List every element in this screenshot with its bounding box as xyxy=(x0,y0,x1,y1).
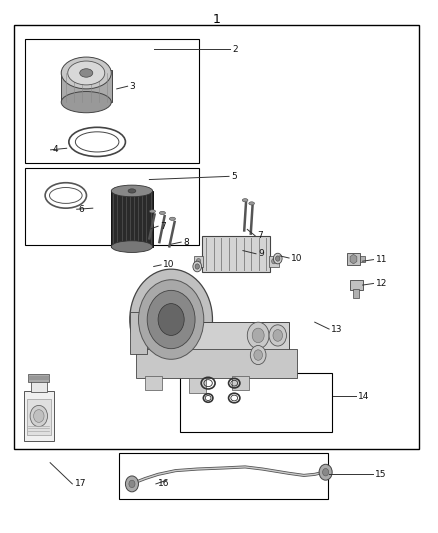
Ellipse shape xyxy=(149,210,155,213)
Text: 10: 10 xyxy=(291,254,303,263)
Circle shape xyxy=(129,480,135,488)
Circle shape xyxy=(269,325,286,346)
Circle shape xyxy=(322,469,328,476)
Text: 14: 14 xyxy=(358,392,370,401)
Circle shape xyxy=(138,280,204,359)
Bar xyxy=(145,376,162,390)
Bar xyxy=(202,236,270,272)
Bar xyxy=(360,256,365,262)
Bar xyxy=(353,289,359,298)
Circle shape xyxy=(130,269,212,370)
Bar xyxy=(14,25,419,449)
Bar xyxy=(188,378,206,393)
Circle shape xyxy=(272,259,276,264)
Circle shape xyxy=(254,350,262,360)
Ellipse shape xyxy=(249,202,254,205)
Circle shape xyxy=(193,261,201,272)
Ellipse shape xyxy=(128,189,136,193)
Bar xyxy=(136,349,297,378)
Text: 13: 13 xyxy=(331,325,343,334)
Bar xyxy=(167,322,289,367)
Text: 8: 8 xyxy=(184,238,189,247)
Ellipse shape xyxy=(111,241,152,253)
Text: 15: 15 xyxy=(375,470,386,479)
Bar xyxy=(180,373,332,432)
Text: 9: 9 xyxy=(258,249,264,259)
Bar xyxy=(111,191,152,247)
Ellipse shape xyxy=(170,217,176,220)
Ellipse shape xyxy=(111,185,152,197)
Bar xyxy=(25,38,199,163)
Text: 12: 12 xyxy=(376,279,387,288)
Circle shape xyxy=(196,259,201,264)
Ellipse shape xyxy=(68,61,105,85)
Text: 16: 16 xyxy=(158,479,170,488)
Text: 7: 7 xyxy=(160,222,166,231)
Text: 5: 5 xyxy=(231,172,237,181)
Circle shape xyxy=(273,253,282,264)
Bar xyxy=(347,253,360,265)
Text: 4: 4 xyxy=(53,146,58,155)
Bar xyxy=(119,453,328,499)
Ellipse shape xyxy=(159,212,166,215)
Ellipse shape xyxy=(80,69,93,77)
Text: 10: 10 xyxy=(163,261,175,269)
Text: 17: 17 xyxy=(74,479,86,488)
Circle shape xyxy=(247,322,269,349)
Bar xyxy=(194,256,203,266)
Ellipse shape xyxy=(61,92,111,113)
Text: 1: 1 xyxy=(213,13,221,27)
Circle shape xyxy=(273,329,283,341)
Bar xyxy=(25,168,199,245)
Text: 7: 7 xyxy=(257,231,263,240)
Circle shape xyxy=(34,410,44,422)
Circle shape xyxy=(195,264,199,269)
Circle shape xyxy=(158,304,184,335)
Bar xyxy=(350,280,363,290)
Circle shape xyxy=(125,476,138,492)
Circle shape xyxy=(252,328,264,343)
Bar xyxy=(61,70,112,102)
Bar xyxy=(269,256,279,266)
Bar xyxy=(31,381,47,392)
Circle shape xyxy=(276,256,280,261)
Text: 11: 11 xyxy=(376,255,387,264)
Bar xyxy=(232,376,250,390)
Bar xyxy=(27,399,51,435)
Bar xyxy=(24,391,53,441)
Bar xyxy=(28,374,49,382)
Text: 6: 6 xyxy=(79,205,85,214)
Text: 2: 2 xyxy=(232,45,238,54)
Bar xyxy=(130,312,147,354)
Circle shape xyxy=(319,464,332,480)
Ellipse shape xyxy=(61,57,111,89)
Text: 3: 3 xyxy=(130,82,135,91)
Circle shape xyxy=(251,345,266,365)
Ellipse shape xyxy=(242,199,248,202)
Circle shape xyxy=(30,406,47,426)
Circle shape xyxy=(147,290,195,349)
